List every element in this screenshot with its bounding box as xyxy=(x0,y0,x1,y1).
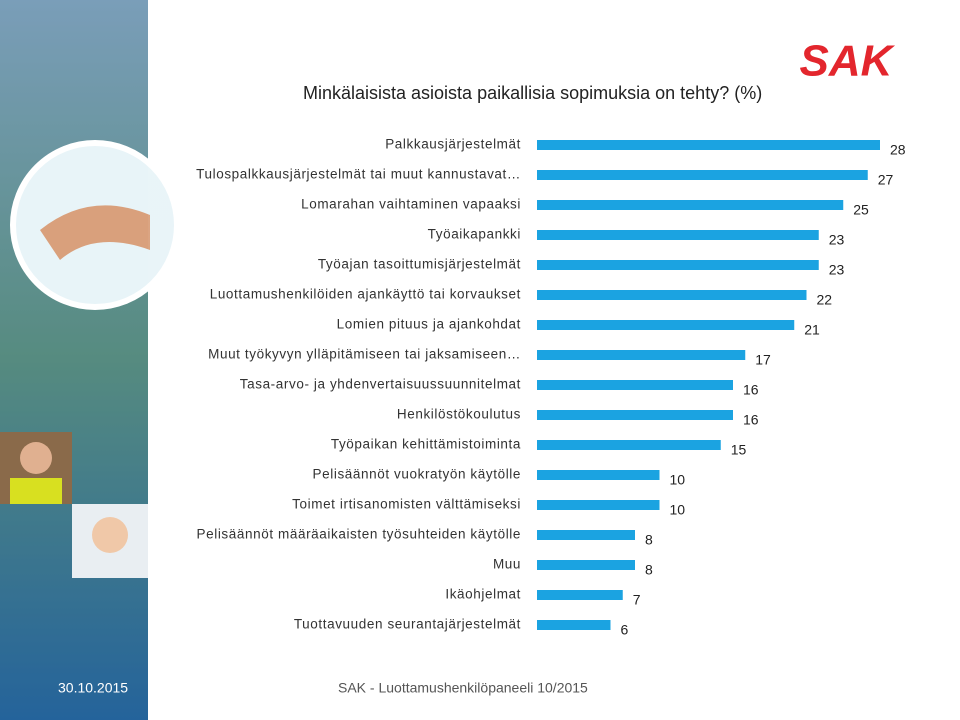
logo: SAK xyxy=(800,37,896,86)
bar xyxy=(537,140,880,150)
side-panel xyxy=(0,0,148,720)
bar xyxy=(537,500,660,510)
bar xyxy=(537,350,746,360)
footer-date: 30.10.2015 xyxy=(58,680,128,696)
bar xyxy=(537,230,819,240)
woman-face xyxy=(92,517,128,553)
bar xyxy=(537,440,721,450)
category-label: Muu xyxy=(493,557,521,572)
value-label: 22 xyxy=(817,292,833,308)
bar xyxy=(537,620,611,630)
value-label: 8 xyxy=(645,532,653,548)
category-label: Tuottavuuden seurantajärjestelmät xyxy=(294,617,521,632)
value-label: 10 xyxy=(670,502,686,518)
category-label: Lomarahan vaihtaminen vapaaksi xyxy=(301,197,521,212)
value-label: 16 xyxy=(743,382,759,398)
bar xyxy=(537,410,733,420)
value-label: 23 xyxy=(829,262,845,278)
bar xyxy=(537,560,635,570)
category-label: Toimet irtisanomisten välttämiseksi xyxy=(292,497,521,512)
category-label: Muut työkyvyn ylläpitämiseen tai jaksami… xyxy=(208,347,521,362)
value-label: 10 xyxy=(670,472,686,488)
bar xyxy=(537,170,868,180)
bar xyxy=(537,320,795,330)
value-label: 16 xyxy=(743,412,759,428)
footer-source: SAK - Luottamushenkilöpaneeli 10/2015 xyxy=(338,680,588,696)
value-label: 21 xyxy=(804,322,820,338)
bar xyxy=(537,470,660,480)
value-label: 27 xyxy=(878,172,894,188)
chart-title: Minkälaisista asioista paikallisia sopim… xyxy=(303,83,762,103)
bar xyxy=(537,290,807,300)
side-shade xyxy=(0,0,148,720)
category-label: Ikäohjelmat xyxy=(445,587,521,602)
value-label: 15 xyxy=(731,442,747,458)
category-label: Luottamushenkilöiden ajankäyttö tai korv… xyxy=(210,287,521,302)
category-label: Työajan tasoittumisjärjestelmät xyxy=(318,257,521,272)
hands xyxy=(40,205,150,260)
value-label: 6 xyxy=(621,622,629,638)
category-label: Henkilöstökoulutus xyxy=(397,407,521,422)
bar xyxy=(537,530,635,540)
category-label: Lomien pituus ja ajankohdat xyxy=(337,317,521,332)
value-label: 25 xyxy=(853,202,869,218)
bar xyxy=(537,260,819,270)
value-label: 28 xyxy=(890,142,906,158)
worker-vest xyxy=(10,478,62,504)
category-label: Työpaikan kehittämistoiminta xyxy=(331,437,521,452)
category-label: Tasa-arvo- ja yhdenvertaisuussuunnitelma… xyxy=(240,377,521,392)
value-label: 7 xyxy=(633,592,641,608)
category-label: Pelisäännöt vuokratyön käytölle xyxy=(313,467,521,482)
category-label: Työaikapankki xyxy=(428,227,521,242)
category-label: Palkkausjärjestelmät xyxy=(385,137,521,152)
category-label: Tulospalkkausjärjestelmät tai muut kannu… xyxy=(196,167,521,182)
bar xyxy=(537,590,623,600)
bar xyxy=(537,380,733,390)
bar xyxy=(537,200,844,210)
category-label: Pelisäännöt määräaikaisten työsuhteiden … xyxy=(197,527,521,542)
value-label: 8 xyxy=(645,562,653,578)
value-label: 17 xyxy=(755,352,771,368)
value-label: 23 xyxy=(829,232,845,248)
worker-face xyxy=(20,442,52,474)
